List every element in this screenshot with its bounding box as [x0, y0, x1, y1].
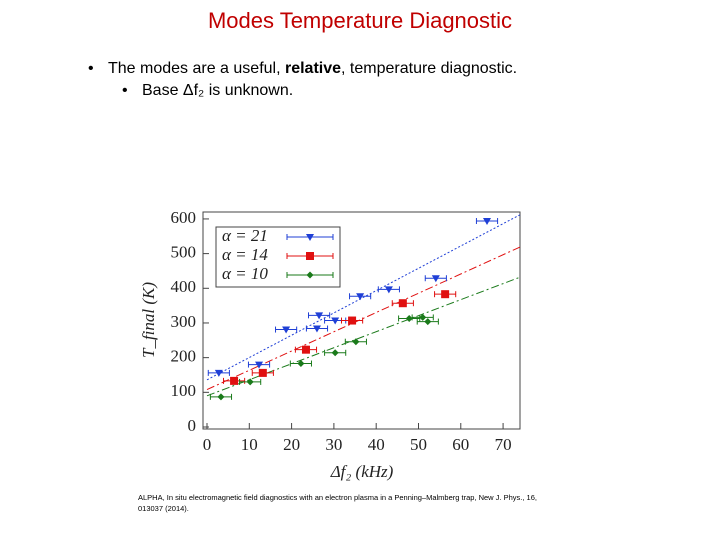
y-tick-label: 200: [171, 347, 197, 366]
x-axis-label: Δf₂ (kHz): [330, 462, 394, 481]
marker: [315, 312, 324, 320]
x-tick-label: 60: [452, 435, 469, 454]
marker: [356, 293, 365, 301]
marker: [424, 318, 432, 326]
marker: [306, 252, 314, 260]
marker: [431, 275, 440, 283]
marker: [483, 218, 492, 226]
marker: [255, 361, 264, 369]
y-tick-label: 100: [171, 381, 197, 400]
fit-line: [206, 214, 521, 381]
marker: [230, 376, 239, 385]
bullet-bold: relative: [284, 60, 342, 77]
marker: [297, 360, 305, 368]
marker: [282, 326, 291, 334]
bullet-text: The modes are a useful,: [108, 60, 285, 77]
x-tick-label: 10: [241, 435, 258, 454]
bullet: • The modes are a useful, relative, tempe…: [88, 60, 518, 77]
marker: [258, 368, 267, 377]
legend-label: α = 10: [222, 264, 268, 283]
legend-label: α = 21: [222, 226, 268, 245]
marker: [306, 271, 314, 279]
marker: [398, 299, 407, 308]
x-tick-label: 40: [368, 435, 385, 454]
marker: [331, 317, 340, 325]
marker: [384, 286, 393, 294]
y-tick-label: 300: [171, 312, 197, 331]
y-tick-label: 600: [171, 208, 197, 227]
x-tick-label: 70: [495, 435, 512, 454]
plot-frame: [202, 211, 521, 430]
bullet-text: , temperature diagnostic.: [341, 60, 518, 77]
marker: [352, 338, 360, 346]
marker: [306, 234, 314, 241]
x-tick-label: 0: [203, 435, 212, 454]
slide-title: Modes Temperature Diagnostic: [207, 8, 513, 33]
sub-bullet: • Base Δf₂ is unknown.: [122, 82, 294, 99]
marker: [441, 290, 450, 299]
marker: [312, 325, 321, 333]
marker: [419, 313, 427, 321]
x-tick-label: 50: [410, 435, 427, 454]
marker: [348, 316, 357, 325]
marker: [405, 314, 413, 322]
fit-line: [206, 276, 521, 397]
y-tick-label: 500: [171, 243, 197, 262]
fit-line: [206, 246, 521, 391]
y-axis-label: T_final (K): [139, 282, 158, 358]
marker: [246, 378, 254, 386]
marker: [301, 345, 310, 354]
legend-label: α = 14: [222, 245, 268, 264]
x-tick-label: 20: [283, 435, 300, 454]
marker: [331, 349, 339, 357]
y-tick-label: 0: [188, 416, 197, 435]
marker: [214, 369, 223, 377]
y-tick-label: 400: [171, 277, 197, 296]
sub-bullet-text: Base Δf₂ is unknown.: [142, 82, 294, 99]
marker: [217, 393, 225, 401]
x-tick-label: 30: [325, 435, 342, 454]
citation: ALPHA, In situ electromagnetic field dia…: [138, 493, 537, 513]
